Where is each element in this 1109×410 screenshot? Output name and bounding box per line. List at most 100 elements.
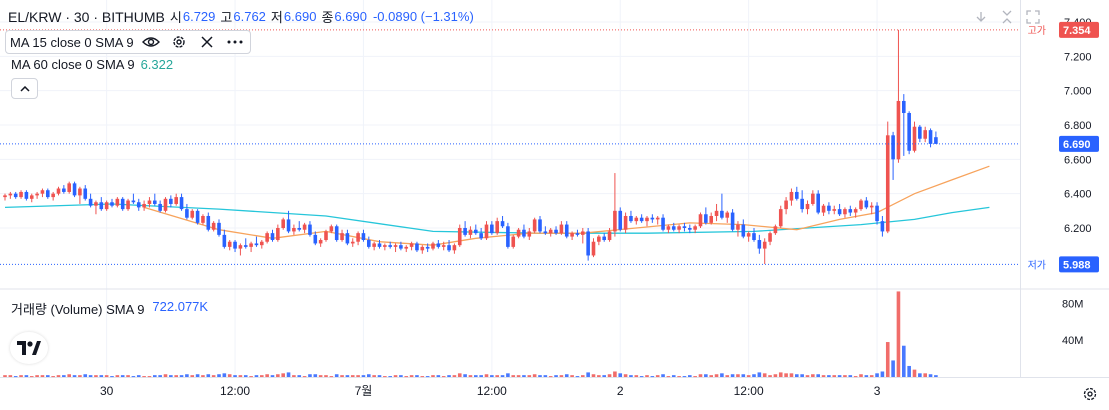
more-icon[interactable]	[224, 33, 246, 51]
candle	[789, 188, 794, 206]
candle	[639, 214, 644, 223]
volume-bar	[185, 374, 189, 377]
candle	[142, 200, 146, 211]
volume-bar	[629, 375, 633, 377]
volume-bar	[538, 375, 542, 377]
volume-bar	[99, 375, 104, 377]
volume-bar	[859, 374, 863, 377]
candle-body	[265, 233, 269, 242]
candle	[714, 203, 719, 222]
candle-body	[324, 231, 328, 241]
volume-bar	[645, 375, 649, 377]
candle	[286, 210, 291, 234]
volume-bar	[484, 374, 489, 377]
candle	[356, 231, 360, 246]
candle-body	[179, 197, 184, 210]
volume-bar	[907, 365, 911, 377]
candle	[490, 221, 494, 235]
candle-body	[762, 241, 767, 249]
volume-legend[interactable]: 거래량 (Volume) SMA 9 722.077K	[11, 299, 208, 318]
candle	[821, 203, 826, 216]
volume-bar	[720, 373, 724, 377]
candle	[811, 190, 815, 206]
candle-body	[880, 221, 885, 232]
volume-bar	[730, 374, 735, 377]
candle	[500, 215, 505, 228]
candle	[404, 245, 409, 253]
collapse-pane-button[interactable]	[996, 6, 1018, 28]
candle-body	[222, 234, 227, 247]
candle	[409, 241, 414, 251]
candle-body	[8, 193, 13, 196]
price-tick-label: 6.200	[1064, 223, 1092, 235]
candle	[693, 224, 697, 234]
price-tick-label: 7.000	[1064, 86, 1092, 98]
volume-bar	[46, 375, 50, 377]
maximize-pane-button[interactable]	[1022, 6, 1044, 28]
volume-bar	[639, 376, 644, 378]
candle	[757, 234, 762, 254]
volume-bar	[923, 373, 927, 377]
candle	[506, 222, 510, 249]
candle	[463, 221, 467, 237]
volume-bar	[222, 373, 227, 377]
time-axis[interactable]: 30 12:00 7월 12:00 2 12:00 3	[100, 384, 881, 398]
ma60-legend[interactable]: MA 60 close 0 SMA 9 6.322	[11, 57, 173, 72]
candle-body	[586, 231, 590, 256]
candle	[613, 173, 617, 237]
collapse-legend-button[interactable]	[11, 78, 38, 99]
volume-bar	[115, 375, 120, 377]
volume-bar	[757, 372, 762, 377]
candle-body	[147, 200, 152, 204]
candle	[324, 229, 328, 242]
candle-body	[13, 193, 18, 198]
volume-bar	[623, 374, 628, 377]
volume-bar	[746, 375, 751, 377]
price-tick-label: 6.400	[1064, 189, 1092, 201]
close-icon[interactable]	[196, 33, 218, 51]
candle	[425, 243, 430, 253]
eye-icon[interactable]	[140, 33, 162, 51]
candle-body	[538, 219, 542, 232]
candle-body	[110, 202, 114, 206]
candle	[800, 190, 804, 213]
candle	[864, 197, 869, 210]
candle-body	[506, 226, 510, 247]
gear-icon[interactable]	[168, 33, 190, 51]
candle	[62, 185, 66, 194]
candle-body	[821, 205, 826, 213]
chart-settings-button[interactable]	[1080, 384, 1100, 404]
volume-bar	[522, 375, 526, 377]
candle-body	[832, 209, 837, 211]
candle	[115, 197, 120, 208]
tradingview-logo[interactable]	[10, 332, 48, 364]
candle-body	[934, 137, 938, 144]
candle-body	[853, 209, 858, 213]
candle-body	[195, 210, 200, 223]
candle-body	[233, 241, 237, 249]
candle-body	[468, 229, 473, 235]
candle	[661, 214, 665, 232]
candle-body	[741, 224, 746, 237]
candle	[292, 224, 296, 235]
candle	[83, 185, 88, 201]
arrow-down-icon	[976, 12, 986, 22]
symbol-title[interactable]: EL/KRW · 30 · BITHUMB	[8, 8, 165, 25]
candle	[88, 193, 93, 208]
candle	[912, 121, 917, 153]
volume-bar	[318, 375, 323, 377]
candle-body	[784, 200, 788, 210]
candle-body	[153, 200, 157, 204]
candle	[13, 191, 18, 199]
price-axis[interactable]: 7.4007.2007.0006.8006.6006.4006.2007.354…	[1028, 17, 1099, 273]
ma15-legend-box[interactable]: MA 15 close 0 SMA 9	[5, 30, 251, 54]
volume-bar	[19, 375, 23, 377]
candle-body	[795, 191, 799, 199]
candle	[543, 226, 548, 235]
candle	[110, 198, 114, 208]
candle	[297, 221, 302, 232]
move-down-button[interactable]	[970, 6, 992, 28]
volume-bar	[827, 375, 831, 377]
candle	[746, 231, 751, 242]
